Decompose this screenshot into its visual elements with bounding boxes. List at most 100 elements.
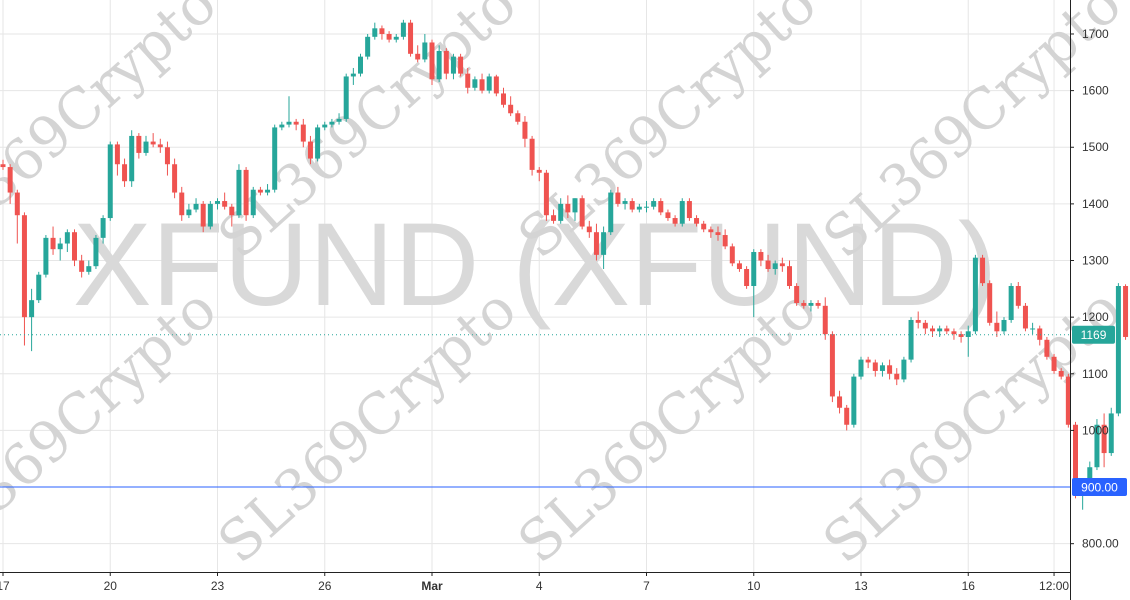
candle-body xyxy=(579,198,585,227)
candle-body xyxy=(815,302,821,306)
candle-body xyxy=(715,232,721,236)
candle-body xyxy=(844,407,850,425)
candle xyxy=(43,235,49,278)
candle xyxy=(114,141,120,176)
candle xyxy=(415,45,421,63)
candle xyxy=(21,212,27,346)
candle-body xyxy=(458,56,464,74)
candle xyxy=(272,124,278,193)
candle xyxy=(250,186,256,219)
candle xyxy=(787,260,792,289)
candle xyxy=(536,167,542,182)
candle xyxy=(1115,283,1121,417)
candle xyxy=(1030,322,1036,335)
candle-body xyxy=(222,201,228,207)
candle-body xyxy=(937,328,943,332)
candle xyxy=(565,195,571,219)
candle xyxy=(243,167,249,221)
candle xyxy=(672,215,678,227)
candle-body xyxy=(658,201,664,213)
candle-body xyxy=(829,334,835,397)
candle xyxy=(1123,284,1129,340)
candle-body xyxy=(57,243,63,250)
candle xyxy=(729,243,735,267)
candle xyxy=(865,356,871,369)
candle-body xyxy=(372,28,378,37)
candle xyxy=(393,33,399,43)
candle-body xyxy=(801,302,807,306)
candle xyxy=(436,45,442,83)
candle xyxy=(1001,317,1007,335)
candle xyxy=(794,283,800,306)
candle-body xyxy=(858,359,864,377)
candle-body xyxy=(751,252,757,286)
candle xyxy=(644,201,649,213)
candle-body xyxy=(1030,328,1036,330)
candle-body xyxy=(951,331,957,335)
time-tick-label: 17 xyxy=(0,579,10,593)
candle-body xyxy=(415,53,421,60)
candle xyxy=(837,390,843,414)
time-tick-label: 12:00 xyxy=(1039,579,1069,593)
candle xyxy=(522,116,528,148)
time-tick-label: 13 xyxy=(854,579,868,593)
candle-body xyxy=(565,203,571,213)
time-tick-label: 23 xyxy=(211,579,225,593)
candle-body xyxy=(286,121,292,125)
time-axis[interactable]: 17 20 23 26 Mar 4 7 10 13 16 12:00 xyxy=(0,572,1069,593)
candle xyxy=(1044,336,1050,360)
candle-body xyxy=(307,141,313,159)
candle-body xyxy=(129,135,135,182)
candle-body xyxy=(272,127,278,190)
candle-body xyxy=(908,319,914,360)
candle-body xyxy=(72,232,77,261)
price-tick-label: 1600 xyxy=(1082,84,1109,98)
candle-body xyxy=(43,237,49,275)
candle xyxy=(586,220,592,238)
candle xyxy=(129,130,135,187)
candle xyxy=(1108,407,1114,456)
candle xyxy=(508,96,514,117)
candle-body xyxy=(1101,424,1107,454)
candle xyxy=(29,288,35,352)
candle xyxy=(136,133,142,159)
candle-body xyxy=(515,113,521,122)
candle-body xyxy=(200,203,206,227)
candle xyxy=(579,195,585,230)
candle-body xyxy=(851,376,857,425)
candle xyxy=(501,87,506,108)
candle-body xyxy=(114,144,120,165)
candle-body xyxy=(980,257,986,284)
candle-body xyxy=(107,144,113,219)
candle xyxy=(172,158,178,199)
support-badge-label: 900.00 xyxy=(1081,481,1118,495)
candle-body xyxy=(7,167,13,193)
candle-body xyxy=(179,192,185,216)
last-price-badge: 1169 xyxy=(1072,325,1115,344)
price-tick-label: 1700 xyxy=(1082,27,1109,41)
candle xyxy=(229,203,235,227)
candle-body xyxy=(193,203,199,210)
candle-body xyxy=(386,33,392,40)
candle xyxy=(465,67,471,94)
candle-body xyxy=(450,56,456,74)
candle-body xyxy=(1022,305,1028,329)
candle-body xyxy=(215,201,220,204)
candle-body xyxy=(965,331,971,337)
candle xyxy=(994,311,1000,337)
candle-body xyxy=(787,266,792,286)
candle-body xyxy=(150,141,156,145)
candle-body xyxy=(794,286,800,303)
candle xyxy=(686,198,692,221)
candle xyxy=(601,226,607,270)
candle xyxy=(744,266,750,289)
candle xyxy=(922,319,928,335)
time-tick-label: 4 xyxy=(536,579,543,593)
candle-body xyxy=(765,260,771,270)
price-tick-label: 1300 xyxy=(1082,254,1109,268)
candle xyxy=(901,356,907,383)
candle-body xyxy=(722,235,728,247)
